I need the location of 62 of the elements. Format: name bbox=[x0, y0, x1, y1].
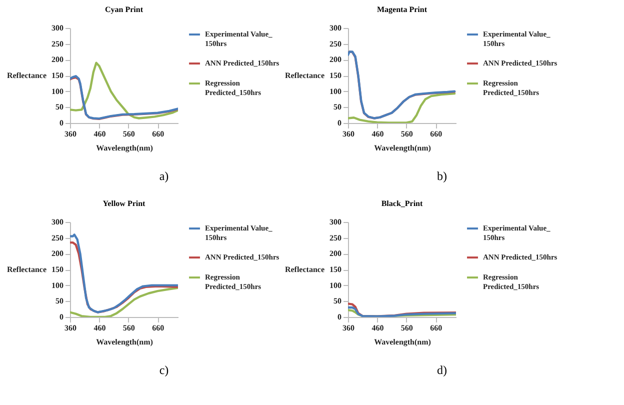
line-series bbox=[348, 50, 456, 120]
y-tick-label: 50 bbox=[334, 296, 342, 306]
y-tick-label: 250 bbox=[52, 39, 64, 48]
x-tick-label: 660 bbox=[152, 130, 164, 138]
x-tick-label: 560 bbox=[122, 324, 135, 332]
x-tick-label: 360 bbox=[64, 324, 76, 332]
x-tick-label: 660 bbox=[430, 324, 442, 332]
x-tick-label: 460 bbox=[372, 130, 384, 138]
y-tick-label: 100 bbox=[330, 86, 342, 96]
line-series bbox=[70, 62, 178, 120]
x-tick-label: 560 bbox=[400, 324, 413, 332]
y-tick-label: 50 bbox=[334, 102, 342, 112]
x-tick-label: 660 bbox=[152, 324, 164, 332]
y-tick-label: 300 bbox=[330, 24, 342, 32]
y-tick-label: 100 bbox=[52, 86, 64, 96]
y-tick-label: 250 bbox=[52, 233, 64, 242]
y-axis-title: Reflectance bbox=[284, 71, 325, 80]
y-axis-title: Reflectance bbox=[6, 265, 47, 274]
y-tick-label: 100 bbox=[330, 280, 342, 290]
x-tick-label: 560 bbox=[400, 130, 413, 138]
x-tick-label: 360 bbox=[342, 324, 354, 332]
x-axis-title: Wavelength(nm) bbox=[374, 144, 432, 152]
y-tick-label: 150 bbox=[52, 71, 64, 80]
y-tick-label: 0 bbox=[338, 118, 342, 128]
y-tick-label: 300 bbox=[52, 24, 64, 32]
y-tick-label: 150 bbox=[330, 265, 342, 274]
y-axis-title: Reflectance bbox=[6, 71, 47, 80]
y-tick-label: 250 bbox=[330, 233, 342, 242]
chart-title: Cyan Print bbox=[105, 5, 144, 14]
text: b) bbox=[437, 169, 447, 183]
y-tick-label: 150 bbox=[52, 265, 64, 274]
x-tick-label: 460 bbox=[372, 324, 384, 332]
x-axis-title: Wavelength(nm) bbox=[374, 338, 432, 346]
x-tick-label: 560 bbox=[122, 130, 135, 138]
y-axis-title: Reflectance bbox=[284, 265, 325, 274]
text: a) bbox=[159, 169, 169, 183]
x-tick-label: 360 bbox=[342, 130, 354, 138]
y-tick-label: 300 bbox=[330, 218, 342, 226]
x-tick-label: 460 bbox=[94, 130, 106, 138]
y-tick-label: 200 bbox=[330, 55, 342, 64]
chart-title: Yellow Print bbox=[102, 199, 146, 208]
y-tick-label: 250 bbox=[330, 39, 342, 48]
y-tick-label: 0 bbox=[338, 312, 342, 322]
y-tick-label: 100 bbox=[52, 280, 64, 290]
y-tick-label: 50 bbox=[56, 102, 64, 112]
y-tick-label: 200 bbox=[52, 55, 64, 64]
x-tick-label: 660 bbox=[430, 130, 442, 138]
x-tick-label: 460 bbox=[94, 324, 106, 332]
y-tick-label: 0 bbox=[60, 312, 64, 322]
text: d) bbox=[437, 363, 447, 377]
chart-title: Magenta Print bbox=[377, 5, 428, 14]
y-tick-label: 0 bbox=[60, 118, 64, 128]
y-tick-label: 200 bbox=[52, 249, 64, 258]
y-tick-label: 200 bbox=[330, 249, 342, 258]
chart-title: Black_Print bbox=[381, 199, 423, 208]
y-tick-label: 50 bbox=[56, 296, 64, 306]
y-tick-label: 300 bbox=[52, 218, 64, 226]
x-axis-title: Wavelength(nm) bbox=[96, 338, 154, 346]
x-axis-title: Wavelength(nm) bbox=[96, 144, 154, 152]
y-tick-label: 150 bbox=[330, 71, 342, 80]
x-tick-label: 360 bbox=[64, 130, 76, 138]
text: c) bbox=[159, 363, 169, 377]
